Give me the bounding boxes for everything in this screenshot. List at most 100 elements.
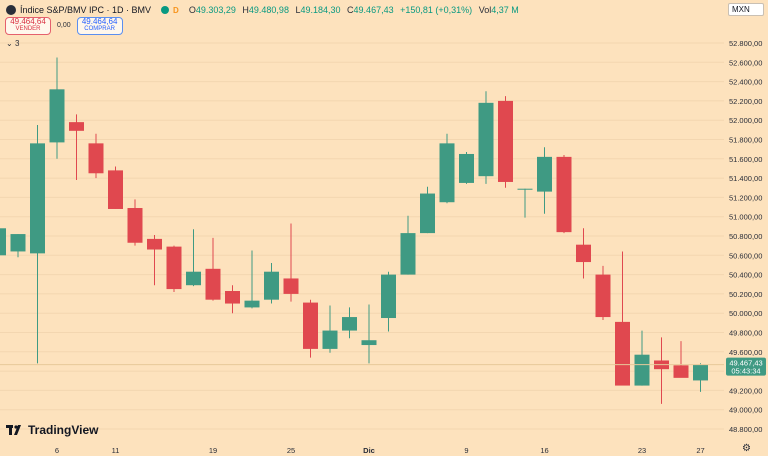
high-value: 49.480,98 xyxy=(248,5,289,15)
candle-body xyxy=(205,268,221,300)
y-tick-label: 50.400,00 xyxy=(729,271,762,280)
ohlc-legend: O49.303,29 H49.480,98 L49.184,30 C49.467… xyxy=(189,5,523,15)
y-tick-label: 52.800,00 xyxy=(729,39,762,48)
spread-value: 0,00 xyxy=(57,22,71,29)
gear-icon[interactable]: ⚙ xyxy=(742,443,751,454)
candle-body xyxy=(147,238,162,250)
indicators-toggle[interactable]: ⌄ 3 xyxy=(6,39,19,48)
countdown-label: 05:43:34 xyxy=(731,367,760,376)
time-axis[interactable]: 6 11 19 25 Dic 9 16 23 27 xyxy=(55,446,705,455)
y-tick-label: 49.800,00 xyxy=(729,329,762,338)
market-open-icon xyxy=(161,6,170,14)
volume-label: Vol xyxy=(478,5,492,15)
x-tick-label: 11 xyxy=(112,446,120,455)
candle-body xyxy=(556,156,572,233)
x-tick-label: 27 xyxy=(696,446,704,455)
sell-price: 49.464,64 xyxy=(10,17,46,26)
candle-body xyxy=(166,246,182,290)
y-tick-label: 51.400,00 xyxy=(729,174,762,183)
price-axis-background xyxy=(724,0,768,456)
open-label: O xyxy=(188,5,196,15)
candle-body xyxy=(634,354,650,386)
x-tick-label: 19 xyxy=(209,446,217,455)
candle-body xyxy=(322,330,338,349)
candle-body xyxy=(576,244,591,263)
candle-body xyxy=(478,102,494,177)
x-tick-label: 6 xyxy=(55,446,59,455)
candle-body xyxy=(69,122,84,131)
y-tick-label: 48.800,00 xyxy=(729,425,762,434)
y-tick-label: 52.000,00 xyxy=(729,116,762,125)
tradingview-logo[interactable]: TradingView xyxy=(6,423,98,437)
gridlines xyxy=(0,42,724,430)
y-tick-label: 50.800,00 xyxy=(729,232,762,241)
low-value: 49.184,30 xyxy=(300,5,341,15)
candle-body xyxy=(381,274,396,319)
candle-body xyxy=(88,143,104,174)
candle-body xyxy=(498,100,513,182)
y-tick-label: 49.000,00 xyxy=(729,406,762,415)
candle-body xyxy=(400,233,416,275)
candle-body xyxy=(127,208,143,243)
data-badge: D xyxy=(173,5,179,15)
candle-body xyxy=(225,291,240,304)
y-tick-label: 50.600,00 xyxy=(729,251,762,260)
candle-body xyxy=(283,278,299,294)
candle-body xyxy=(595,274,611,318)
candle-body xyxy=(537,156,552,192)
y-tick-label: 52.200,00 xyxy=(729,97,762,106)
sell-label: VENDER xyxy=(15,26,41,32)
currency-selector[interactable]: MXN xyxy=(728,3,764,16)
candle-body xyxy=(615,321,630,386)
x-tick-label: 9 xyxy=(464,446,468,455)
y-tick-label: 50.000,00 xyxy=(729,309,762,318)
volume-value: 4,37 M xyxy=(491,5,519,15)
buy-label: COMPRAR xyxy=(84,26,115,32)
y-tick-label: 51.000,00 xyxy=(729,213,762,222)
candle-body xyxy=(264,271,279,300)
low-label: L xyxy=(295,5,301,15)
candle-body xyxy=(303,302,318,349)
x-tick-label: 25 xyxy=(287,446,295,455)
candle-body xyxy=(361,340,377,346)
close-label: C xyxy=(347,5,354,15)
x-tick-label: 23 xyxy=(638,446,646,455)
tradingview-logo-icon xyxy=(6,425,21,435)
y-tick-label: 52.600,00 xyxy=(729,58,762,67)
buy-price: 49.464,64 xyxy=(81,17,118,26)
y-tick-label: 52.400,00 xyxy=(729,78,762,87)
y-tick-label: 51.200,00 xyxy=(729,193,762,202)
trade-buttons: 49.464,64 VENDER 0,00 49.464,64 COMPRAR xyxy=(0,16,123,35)
candle-body xyxy=(517,188,533,190)
candle-body xyxy=(342,317,357,331)
price-axis[interactable]: 48.800,0049.000,0049.200,0049.400,0049.6… xyxy=(724,0,768,456)
candle-body xyxy=(10,234,26,252)
symbol-title[interactable]: Índice S&P/BMV IPC · 1D · BMV xyxy=(20,5,152,15)
candle-body xyxy=(244,300,260,308)
high-label: H xyxy=(242,5,249,15)
last-price-label: 49.467,43 xyxy=(729,359,762,368)
candle-body xyxy=(673,365,689,378)
candle-body xyxy=(108,170,123,209)
x-tick-label: 16 xyxy=(540,446,548,455)
candle-body xyxy=(49,89,65,143)
candle-body xyxy=(186,271,201,286)
buy-button[interactable]: 49.464,64 COMPRAR xyxy=(76,16,123,35)
x-tick-label: Dic xyxy=(363,446,375,455)
sell-button[interactable]: 49.464,64 VENDER xyxy=(5,16,51,35)
candles xyxy=(0,57,708,404)
candle-body xyxy=(459,153,474,183)
chevron-down-icon: ⌄ xyxy=(6,39,13,48)
brand-name: TradingView xyxy=(28,423,99,437)
symbol-icon xyxy=(6,5,16,15)
candle-body xyxy=(0,228,6,256)
y-tick-label: 49.200,00 xyxy=(729,386,762,395)
y-tick-label: 49.600,00 xyxy=(729,348,762,357)
y-tick-label: 51.800,00 xyxy=(729,136,762,145)
change-value: +150,81 (+0,31%) xyxy=(400,5,473,15)
open-value: 49.303,29 xyxy=(195,5,236,15)
candle-body xyxy=(693,364,708,381)
last-price-badge xyxy=(726,357,766,376)
close-value: 49.467,43 xyxy=(353,5,394,15)
